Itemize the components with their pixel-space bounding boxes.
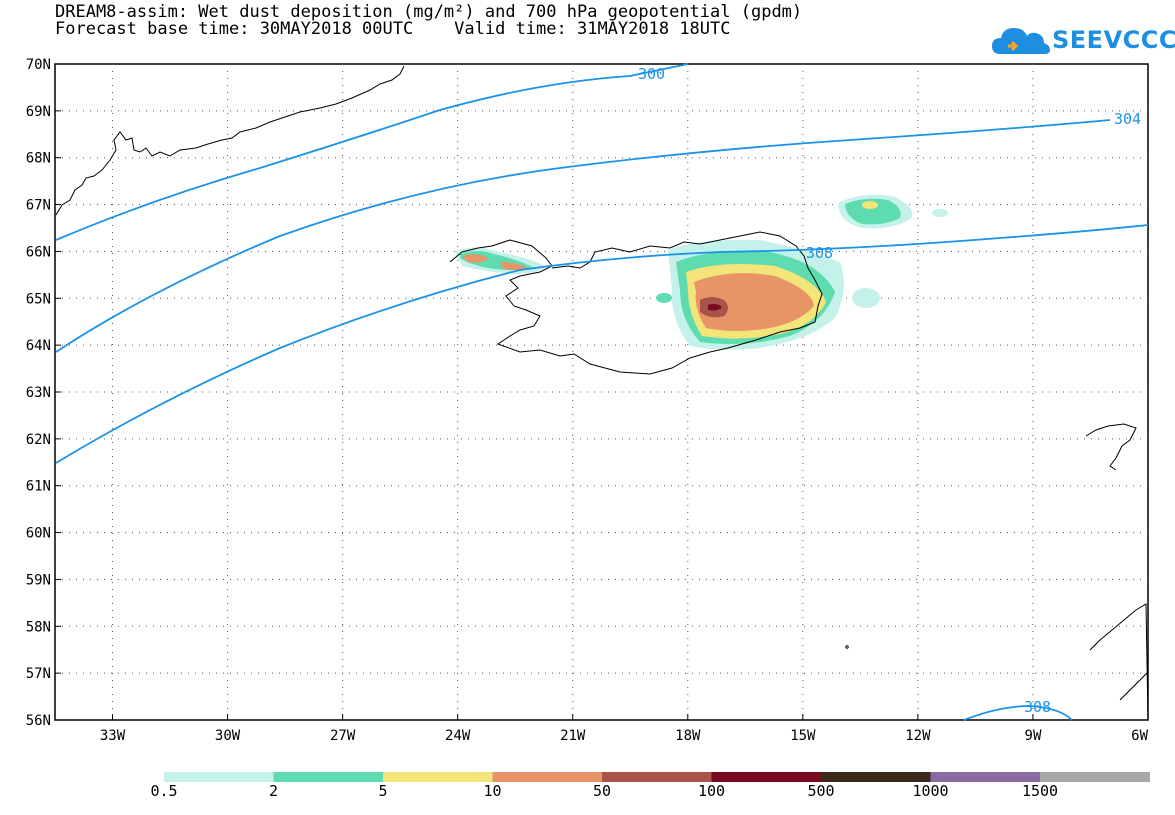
colorbar-label: 10	[483, 782, 502, 800]
colorbar-label: 0.5	[150, 782, 178, 800]
lon-label: 21W	[560, 728, 586, 744]
contour-label-304: 304	[1114, 110, 1141, 128]
colorbar-label: 50	[592, 782, 612, 800]
contour-label-308-south: 308	[1024, 698, 1051, 716]
lon-label: 24W	[445, 728, 471, 744]
lon-label: 27W	[330, 728, 356, 744]
lon-label: 15W	[790, 728, 816, 744]
lon-label: 12W	[905, 728, 931, 744]
lat-label: 66N	[26, 244, 51, 260]
cloud-icon	[992, 28, 1050, 54]
lon-label: 6W	[1131, 728, 1148, 744]
lat-label: 68N	[26, 151, 51, 167]
colorbar	[164, 772, 1150, 782]
contour-label-300: 300	[638, 65, 665, 83]
lat-label: 62N	[26, 432, 51, 448]
lon-label: 30W	[215, 728, 241, 744]
geopotential-contours	[55, 63, 1149, 721]
colorbar-swatch	[821, 772, 931, 782]
lat-label: 67N	[26, 198, 51, 214]
latitude-labels: 70N 69N 68N 67N 66N 65N 64N 63N 62N 61N 60N 59N 58N 5…	[26, 57, 51, 729]
colorbar-swatch	[930, 772, 1041, 782]
colorbar-swatch	[492, 772, 603, 782]
graticule	[55, 63, 1149, 721]
lat-label: 69N	[26, 104, 51, 120]
lat-label: 64N	[26, 338, 51, 354]
lon-label: 9W	[1025, 728, 1042, 744]
colorbar-label: 100	[697, 782, 726, 800]
logo-text: SEEVCCC	[1052, 26, 1175, 54]
colorbar-swatch	[1040, 772, 1150, 782]
colorbar-label: 2	[268, 782, 279, 800]
lat-label: 56N	[26, 713, 51, 729]
colorbar-label: 1500	[1021, 782, 1059, 800]
colorbar-swatch	[164, 772, 274, 782]
lat-label: 58N	[26, 619, 51, 635]
seevccc-logo: SEEVCCC	[990, 20, 1175, 60]
lat-label: 63N	[26, 385, 51, 401]
colorbar-label: 1000	[912, 782, 949, 800]
lat-label: 60N	[26, 526, 51, 542]
colorbar-label: 500	[807, 782, 835, 800]
colorbar-swatch	[383, 772, 493, 782]
longitude-labels: 33W 30W 27W 24W 21W 18W 15W 12W 9W 6W	[100, 728, 1149, 744]
lat-label: 70N	[26, 57, 51, 73]
colorbar-swatch	[273, 772, 384, 782]
contour-label-308: 308	[806, 244, 833, 262]
map-title-line2: Forecast base time: 30MAY2018 00UTC Vali…	[55, 19, 731, 39]
lon-label: 18W	[675, 728, 701, 744]
colorbar-swatch	[602, 772, 712, 782]
lat-label: 57N	[26, 666, 51, 682]
lat-label: 59N	[26, 572, 51, 588]
colorbar-swatch	[711, 772, 822, 782]
coastlines	[55, 65, 1149, 721]
lat-label: 65N	[26, 291, 51, 307]
dust-deposition-field	[455, 194, 948, 350]
lat-label: 61N	[26, 479, 51, 495]
map-title-line1: DREAM8-assim: Wet dust deposition (mg/m²…	[55, 2, 803, 22]
lon-label: 33W	[100, 728, 126, 744]
colorbar-label: 5	[378, 782, 388, 800]
